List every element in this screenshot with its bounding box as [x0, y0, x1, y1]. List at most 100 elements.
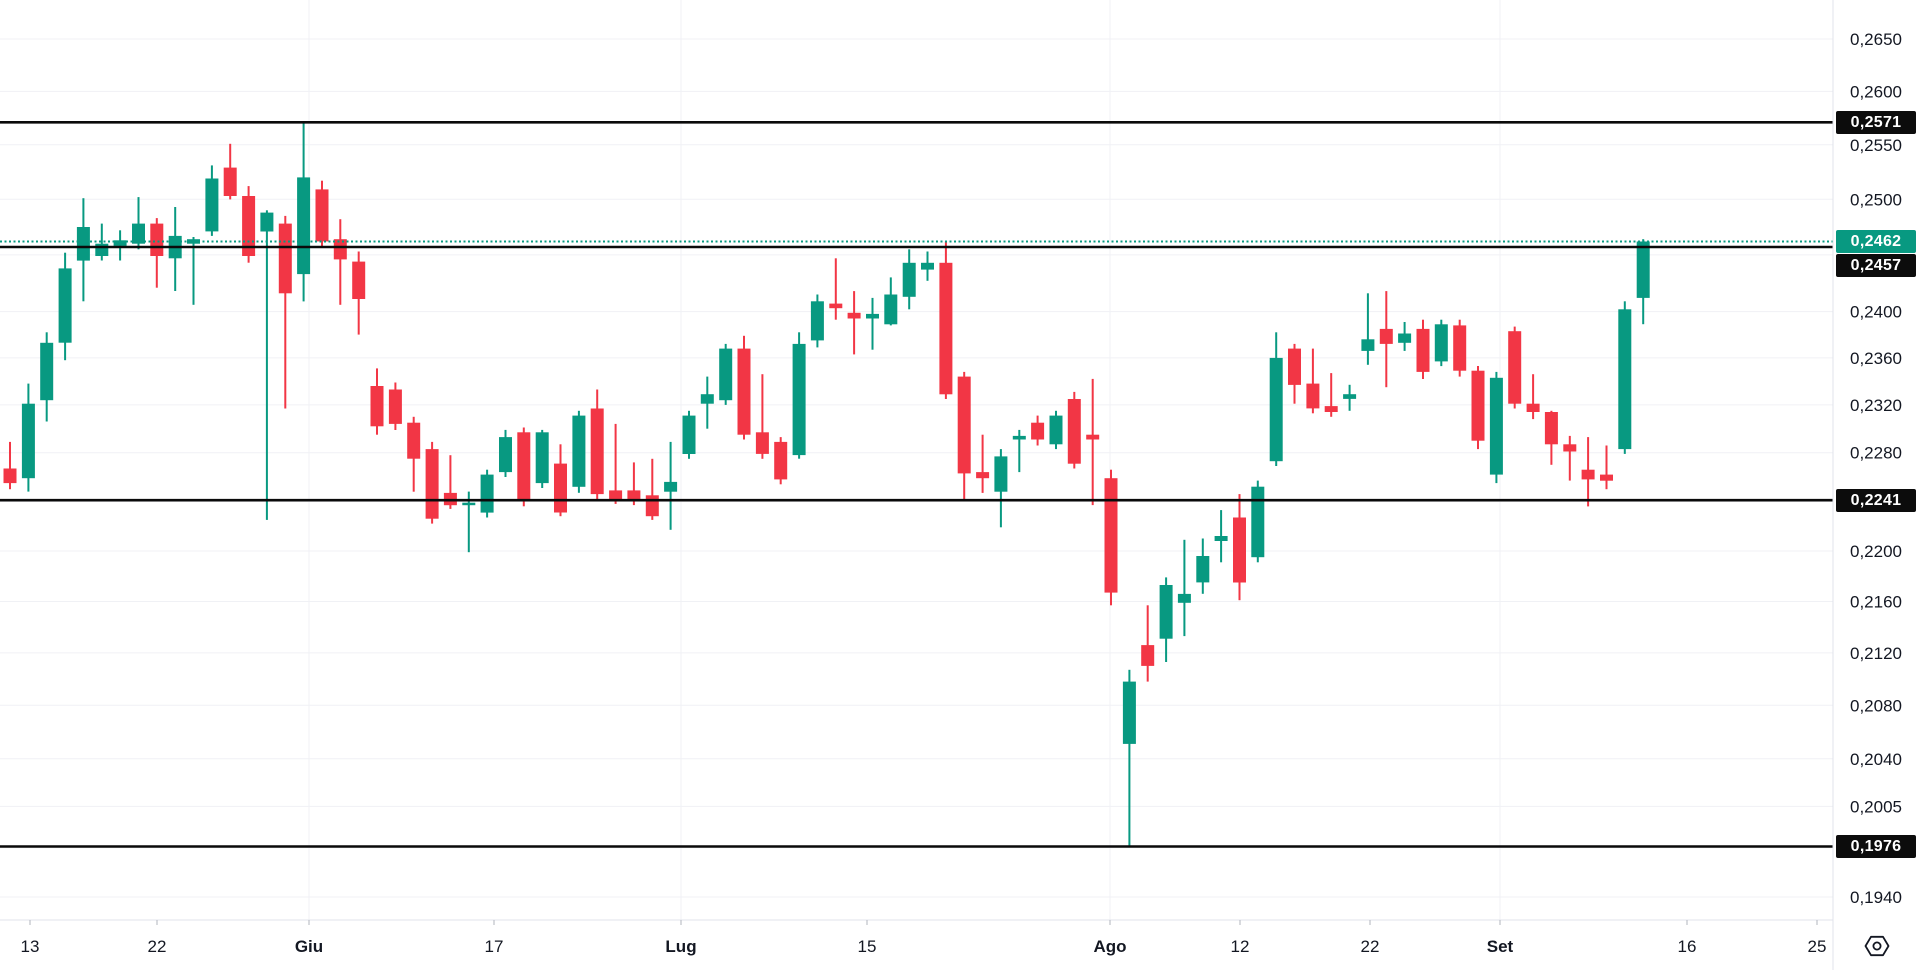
time-tick-label: 15 [858, 937, 877, 956]
candle-wick [339, 219, 342, 305]
price-tick-label: 0,2080 [1850, 696, 1902, 715]
candle-body [994, 456, 1008, 492]
candle-body [957, 376, 971, 474]
candle-wick [1532, 374, 1535, 420]
price-scale-settings-button[interactable] [1862, 931, 1892, 961]
candle-body [792, 343, 806, 456]
candle-body [1233, 517, 1246, 583]
candle-body [1434, 324, 1448, 362]
time-tick-label: 17 [485, 937, 504, 956]
candle-body [1086, 434, 1100, 440]
candle-body [58, 268, 72, 343]
price-level-badge: 0,2241 [1836, 489, 1916, 512]
candle-body [609, 490, 623, 501]
time-axis[interactable]: 13 22 Giu 17 Lug 15 Ago 12 22 Set 16 25 [21, 920, 1827, 956]
candle-wick [1330, 373, 1333, 417]
candle-body [645, 495, 659, 517]
time-tick-label: Set [1487, 937, 1514, 956]
candle-body [682, 415, 696, 454]
candle-body [572, 415, 586, 487]
price-tick-label: 0,1940 [1850, 888, 1902, 907]
candle-wick [1146, 605, 1149, 682]
candle-body [1581, 469, 1595, 480]
price-tick-label: 0,2500 [1850, 190, 1902, 209]
candle-body [1159, 585, 1173, 639]
candle-wick [632, 462, 635, 506]
candle-wick [853, 291, 856, 355]
candle-wick [1366, 293, 1369, 365]
candle-body [627, 490, 641, 501]
candle-body [333, 239, 347, 260]
candle-body [205, 178, 219, 232]
candle-body [370, 386, 384, 427]
current-price-badge: 0,2462 [1836, 230, 1916, 253]
candle-wick [9, 441, 11, 490]
candle-wick [834, 258, 837, 320]
candle-body [150, 223, 164, 256]
candle-body [1306, 383, 1320, 409]
candle-body [1177, 593, 1191, 603]
candle-wick [981, 434, 984, 493]
candle-body [554, 463, 567, 513]
price-level-badge: 0,2457 [1836, 254, 1916, 277]
candle-body [1269, 357, 1283, 462]
candle-body [1251, 486, 1265, 558]
candle-body [425, 449, 439, 519]
candle-body [810, 301, 824, 341]
price-axis[interactable]: 0,2650 0,2600 0,2550 0,2500 0,2400 0,2360 0,23… [1850, 30, 1902, 907]
current-price-value: 0,2462 [1850, 233, 1902, 250]
price-tick-label: 0,2280 [1850, 444, 1902, 463]
candle-body [1049, 415, 1063, 445]
candle-wick [1183, 539, 1186, 637]
candle-body [1122, 681, 1136, 744]
candle-body [976, 472, 990, 479]
candle-body [462, 502, 476, 506]
candle-body [242, 196, 256, 256]
time-tick-label: 13 [21, 937, 40, 956]
candle-body [1636, 241, 1650, 298]
time-tick-label: Lug [665, 937, 696, 956]
candle-body [1471, 370, 1485, 441]
candle-body [1288, 348, 1301, 385]
candle-body [297, 177, 311, 275]
candle-body [499, 437, 512, 473]
candle-wick [1311, 348, 1314, 414]
time-tick-label: Giu [295, 937, 323, 956]
candle-wick [192, 237, 195, 305]
time-tick-label: 16 [1678, 937, 1697, 956]
candle-body [1618, 309, 1632, 450]
price-tick-label: 0,2040 [1850, 750, 1902, 769]
candle-body [866, 313, 879, 319]
time-tick-label: 25 [1808, 937, 1827, 956]
candle-body [1526, 403, 1540, 412]
candle-body [3, 468, 17, 484]
gear-hexagon-icon [1864, 935, 1890, 957]
candle-body [480, 474, 494, 513]
candle-body [535, 432, 549, 484]
price-tick-label: 0,2400 [1850, 303, 1902, 322]
candle-wick [651, 458, 654, 520]
candle-body [1453, 325, 1467, 371]
candle-body [921, 262, 934, 270]
candle-body [1104, 478, 1118, 593]
candle-body [1324, 406, 1338, 412]
candle-body [1031, 422, 1045, 440]
time-tick-label: 22 [1361, 937, 1380, 956]
candle-body [315, 189, 329, 242]
candle-body [21, 403, 35, 479]
candle-body [884, 294, 898, 325]
price-level-lines [0, 121, 1833, 848]
price-level-badge: 0,1976 [1836, 835, 1916, 858]
candle-body [132, 223, 145, 244]
price-level-badge: 0,2571 [1836, 111, 1916, 134]
candle-body [939, 262, 953, 395]
price-tick-label: 0,2320 [1850, 396, 1902, 415]
candle-body [737, 348, 751, 435]
candle-wick [100, 223, 103, 261]
candle-body [590, 408, 604, 495]
candle-wick [1091, 378, 1094, 506]
candle-body [388, 389, 402, 424]
candle-wick [614, 423, 617, 504]
